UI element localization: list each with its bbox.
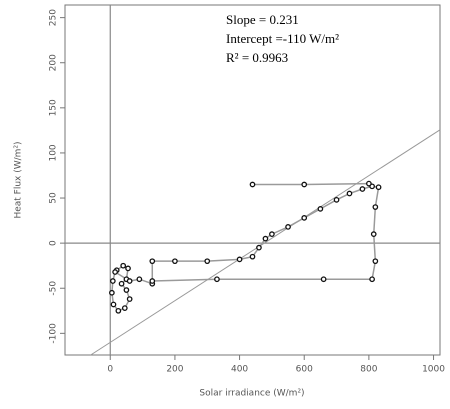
y-tick-label: 50	[49, 192, 59, 204]
data-point	[121, 305, 128, 311]
data-point	[249, 253, 256, 260]
x-tick-label: 0	[107, 365, 113, 375]
data-point	[285, 224, 291, 230]
data-point	[256, 244, 262, 251]
data-point	[214, 276, 220, 283]
x-tick-label: 200	[166, 365, 183, 375]
data-point	[110, 301, 117, 308]
y-tick-label: 0	[49, 240, 59, 246]
data-point	[370, 231, 377, 237]
data-point	[369, 276, 375, 283]
data-point	[320, 276, 327, 283]
x-tick-label: 1000	[422, 365, 445, 375]
y-tick-label: 150	[49, 99, 59, 116]
data-point	[262, 235, 269, 242]
data-point	[149, 258, 156, 265]
annotation: Slope = 0.231	[226, 12, 299, 27]
data-point	[120, 262, 127, 269]
y-tick-label: 200	[49, 54, 59, 71]
data-point	[112, 269, 118, 275]
data-point	[149, 278, 156, 284]
data-point	[375, 184, 382, 191]
data-point	[301, 181, 308, 188]
data-point	[109, 278, 116, 284]
data-point	[333, 196, 340, 203]
plot-frame	[64, 4, 441, 356]
trendline	[90, 129, 441, 356]
x-axis-label: Solar irradiance (W/m²)	[199, 389, 304, 399]
y-tick-label: -100	[49, 323, 59, 344]
trace-line	[111, 182, 380, 312]
data-point	[372, 204, 379, 210]
y-tick-label: 250	[49, 9, 59, 26]
data-point	[109, 289, 115, 296]
y-axis-label: Heat Flux (W/m²)	[14, 141, 24, 218]
x-tick-label: 600	[296, 365, 313, 375]
x-tick-label: 800	[360, 365, 377, 375]
data-point	[346, 190, 353, 197]
data-point	[366, 180, 372, 187]
data-point	[118, 280, 125, 287]
data-point	[115, 307, 122, 314]
data-point	[372, 258, 379, 265]
data-point	[126, 296, 133, 302]
data-point	[359, 186, 366, 192]
data-point	[172, 258, 178, 265]
data-point	[249, 181, 256, 188]
data-point	[236, 256, 243, 263]
data-point	[123, 287, 130, 293]
data-point	[136, 276, 143, 283]
data-point	[301, 215, 308, 221]
data-point	[126, 278, 133, 284]
data-point	[125, 265, 131, 272]
x-tick-label: 400	[231, 365, 248, 375]
annotation: R² = 0.9963	[226, 50, 288, 65]
data-point	[317, 206, 324, 212]
annotation: Intercept =-110 W/m²	[226, 31, 339, 46]
data-point	[269, 231, 275, 237]
y-tick-label: -50	[49, 281, 59, 296]
y-tick-label: 100	[49, 144, 59, 161]
data-point	[204, 258, 211, 265]
